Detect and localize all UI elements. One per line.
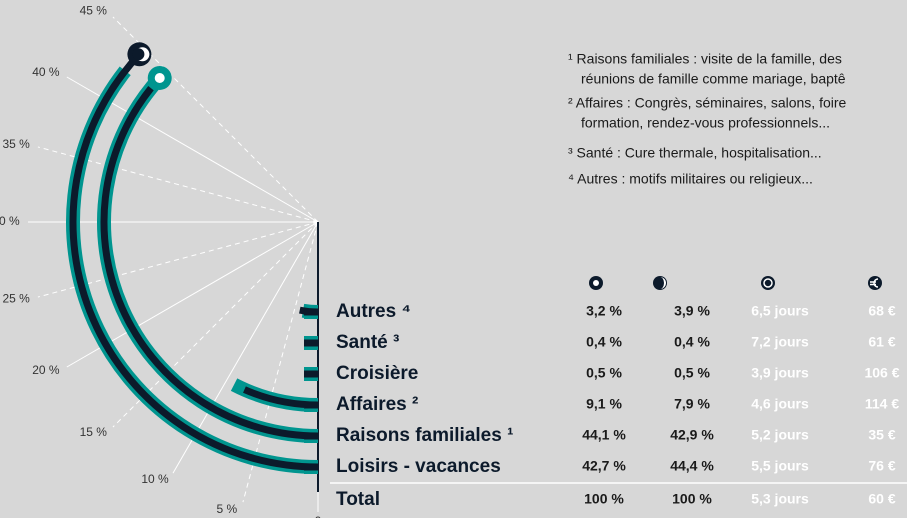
days-value: 5,5 jours bbox=[751, 458, 809, 474]
spend-value: 76 € bbox=[868, 458, 895, 474]
grid-line bbox=[112, 16, 319, 223]
radial-bar bbox=[69, 51, 319, 471]
total-sun: 100 % bbox=[584, 491, 624, 507]
grid-line bbox=[112, 221, 319, 428]
footnote: ³ Santé : Cure thermale, hospitalisation… bbox=[568, 145, 822, 161]
total-moon: 100 % bbox=[672, 491, 712, 507]
radial-bar bbox=[243, 386, 319, 409]
radial-bar bbox=[299, 306, 319, 316]
days-value: 6,5 jours bbox=[751, 303, 809, 319]
y-tick-label: 25 % bbox=[2, 291, 30, 305]
category-label: Affaires ² bbox=[336, 394, 418, 415]
spend-value: 61 € bbox=[868, 334, 895, 350]
moon-value: 0,4 % bbox=[674, 334, 710, 350]
grid-line bbox=[37, 221, 319, 298]
total-days: 5,3 jours bbox=[751, 491, 809, 507]
y-tick-label: 35 % bbox=[2, 137, 30, 151]
marker-core bbox=[154, 72, 165, 83]
footnote: ⁴ Autres : motifs militaires ou religieu… bbox=[568, 171, 813, 187]
sun-icon-core bbox=[593, 280, 599, 286]
euro-icon bbox=[868, 276, 882, 290]
days-value: 3,9 jours bbox=[751, 365, 809, 381]
y-tick-label: 15 % bbox=[80, 425, 108, 439]
footnote: ¹ Raisons familiales : visite de la fami… bbox=[568, 51, 842, 67]
y-tick-label: 0 bbox=[315, 514, 322, 518]
header-icons bbox=[589, 276, 882, 290]
y-tick-label: 10 % bbox=[141, 472, 169, 486]
moon-icon-crescent bbox=[660, 277, 666, 289]
days-value: 7,2 jours bbox=[751, 334, 809, 350]
sun-value: 0,5 % bbox=[586, 365, 622, 381]
category-label: Raisons familiales ¹ bbox=[336, 425, 513, 446]
euro-icon-sign bbox=[870, 278, 879, 288]
moon-value: 42,9 % bbox=[670, 427, 714, 443]
spend-value: 68 € bbox=[868, 303, 895, 319]
grid-line bbox=[37, 146, 319, 223]
footnote: réunions de famille comme mariage, baptê bbox=[581, 71, 846, 87]
total-label: Total bbox=[336, 489, 380, 510]
moon-value: 0,5 % bbox=[674, 365, 710, 381]
y-tick-label: 30 % bbox=[0, 214, 20, 228]
sun-value: 3,2 % bbox=[586, 303, 622, 319]
category-label: Croisière bbox=[336, 363, 418, 384]
night-icon bbox=[761, 276, 775, 290]
y-tick-label: 40 % bbox=[32, 65, 60, 79]
moon-value: 7,9 % bbox=[674, 396, 710, 412]
y-tick-label: 20 % bbox=[32, 363, 60, 377]
sun-value: 9,1 % bbox=[586, 396, 622, 412]
footnote: formation, rendez-vous professionnels... bbox=[581, 115, 830, 131]
category-label: Autres ⁴ bbox=[336, 301, 411, 322]
moon-value: 44,4 % bbox=[670, 458, 714, 474]
moon-value: 3,9 % bbox=[674, 303, 710, 319]
marker-shade bbox=[132, 48, 145, 61]
days-value: 4,6 jours bbox=[751, 396, 809, 412]
spend-value: 106 € bbox=[864, 365, 899, 381]
footnote: ² Affaires : Congrès, séminaires, salons… bbox=[568, 95, 847, 111]
y-tick-label: 45 % bbox=[80, 3, 108, 17]
night-icon-ring bbox=[763, 278, 773, 288]
radial-bar bbox=[100, 86, 319, 440]
sun-value: 44,1 % bbox=[582, 427, 626, 443]
sun-value: 0,4 % bbox=[586, 334, 622, 350]
spend-value: 114 € bbox=[865, 396, 899, 412]
sun-value: 42,7 % bbox=[582, 458, 626, 474]
total-spend: 60 € bbox=[868, 491, 895, 507]
days-value: 5,2 jours bbox=[751, 427, 809, 443]
y-tick-label: 5 % bbox=[217, 502, 238, 516]
spend-value: 35 € bbox=[868, 427, 895, 443]
category-label: Santé ³ bbox=[336, 332, 399, 353]
category-label: Loisirs - vacances bbox=[336, 456, 501, 477]
grid-line bbox=[242, 221, 319, 503]
